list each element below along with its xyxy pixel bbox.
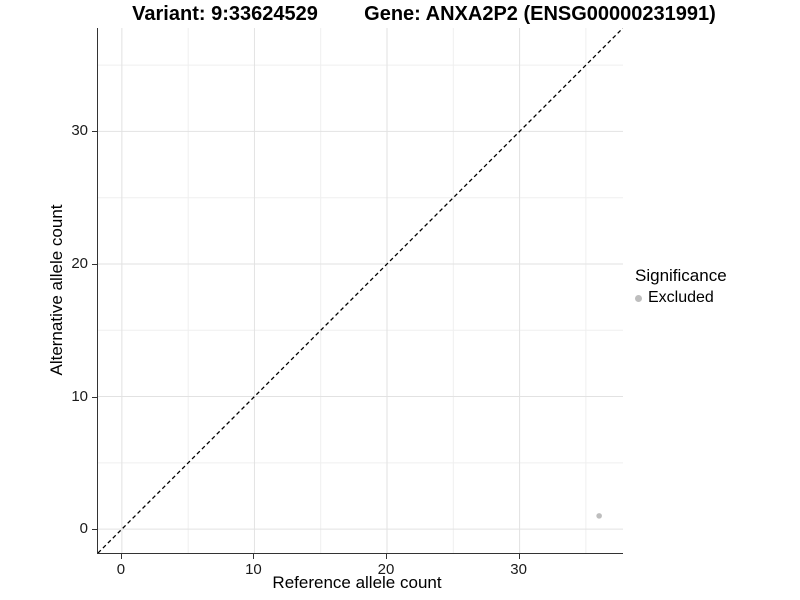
data-point	[596, 513, 602, 519]
legend-entry: Excluded	[635, 289, 727, 307]
legend-entries: Excluded	[635, 289, 727, 307]
y-tick-mark	[92, 529, 97, 531]
y-tick-label: 20	[71, 254, 88, 272]
y-tick-label: 30	[71, 122, 88, 140]
x-axis-title: Reference allele count	[272, 573, 442, 592]
y-tick-mark	[92, 263, 97, 265]
x-tick-mark	[253, 554, 255, 559]
x-tick-label: 30	[510, 561, 527, 578]
legend-entry-label: Excluded	[648, 289, 714, 306]
y-axis-title: Alternative allele count	[47, 204, 66, 376]
y-tick-mark	[92, 131, 97, 133]
x-tick-mark	[386, 554, 387, 559]
x-tick-mark	[518, 554, 520, 559]
x-tick-mark	[120, 554, 122, 559]
plot-title-variant: Variant: 9:33624529	[132, 3, 318, 25]
legend: Significance Excluded	[635, 266, 727, 307]
plot-panel	[97, 28, 623, 554]
y-tick-label: 10	[71, 387, 88, 405]
legend-key-dot	[635, 294, 642, 302]
x-tick-label: 10	[245, 561, 262, 578]
x-tick-label: 0	[116, 561, 126, 578]
y-tick-label: 0	[79, 520, 88, 538]
identity-reference-line	[98, 28, 623, 553]
y-tick-mark	[92, 396, 97, 398]
legend-title: Significance	[635, 266, 727, 285]
x-tick-label: 20	[377, 561, 395, 578]
plot-title-gene: Gene: ANXA2P2 (ENSG00000231991)	[364, 3, 716, 25]
plot-canvas	[98, 28, 623, 553]
